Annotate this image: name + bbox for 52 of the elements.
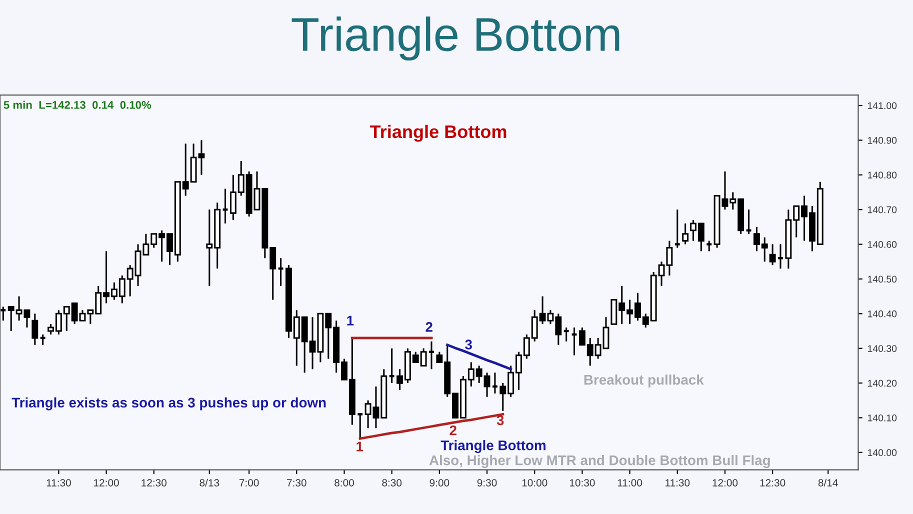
- y-tick-label: 140.50: [868, 276, 897, 283]
- y-tick-label: 140.80: [868, 172, 897, 179]
- x-tick-label: 11:00: [618, 479, 642, 486]
- annotation: Triangle Bottom: [370, 124, 506, 142]
- annotation: 1: [347, 316, 354, 326]
- y-tick-label: 140.00: [868, 449, 897, 456]
- y-tick-label: 140.30: [868, 345, 897, 352]
- x-tick-label: 10:30: [570, 479, 595, 486]
- line-series: [358, 413, 504, 440]
- x-tick-label: 12:30: [760, 479, 786, 486]
- y-tick-label: 140.70: [868, 206, 897, 214]
- candlestick: [39, 334, 46, 346]
- y-tick-label: 140.90: [868, 136, 897, 144]
- annotation: 3: [465, 340, 472, 350]
- x-tick-label: 8/13: [200, 478, 220, 486]
- annotation: 2: [450, 425, 456, 436]
- x-tick-label: 8:00: [334, 479, 354, 486]
- x-tick-label: 7:00: [239, 479, 259, 486]
- annotation: 1: [356, 442, 364, 452]
- x-tick-label: 12:00: [712, 479, 738, 486]
- x-tick-label: 7:30: [287, 479, 306, 486]
- annotation: Also, Higher Low MTR and Double Bottom Bull Flag: [429, 455, 770, 468]
- x-tick-label: 9:00: [430, 479, 450, 486]
- candlestick: [674, 208, 681, 249]
- candlestick: [356, 413, 364, 440]
- candlestick: [562, 326, 570, 342]
- y-tick-label: 140.10: [868, 414, 897, 422]
- candlestick: [682, 222, 689, 246]
- x-tick-label: 9:30: [477, 479, 497, 486]
- y-tick-label: 141.00: [868, 102, 897, 110]
- x-tick-label: 11:30: [46, 479, 71, 486]
- x-tick-label: 12:30: [142, 479, 167, 486]
- candlestick: [32, 312, 38, 346]
- annotation: Breakout pullback: [584, 374, 704, 388]
- candlestick: [0, 306, 7, 322]
- candlestick: [388, 348, 396, 384]
- candlestick: [706, 240, 713, 252]
- y-tick-label: 140.20: [868, 380, 897, 387]
- x-tick-label: 10:00: [522, 479, 548, 486]
- annotation: 2: [426, 322, 432, 332]
- candlestick: [769, 244, 776, 266]
- x-tick-label: 11:30: [666, 479, 690, 486]
- annotation: Triangle exists as soon as 3 pushes up or down: [12, 397, 326, 410]
- y-tick-label: 140.40: [868, 310, 897, 318]
- x-tick-label: 8/14: [818, 478, 838, 486]
- y-tick-label: 140.60: [868, 241, 897, 248]
- chart-title: Triangle Bottom: [292, 16, 620, 61]
- annotation: Triangle Bottom: [440, 440, 546, 454]
- annotation: 3: [496, 415, 504, 426]
- x-tick-label: 12:00: [94, 479, 119, 486]
- x-tick-label: 8:30: [382, 479, 402, 486]
- annotation: 5 min L=142.13 0.14 0.10%: [4, 100, 152, 109]
